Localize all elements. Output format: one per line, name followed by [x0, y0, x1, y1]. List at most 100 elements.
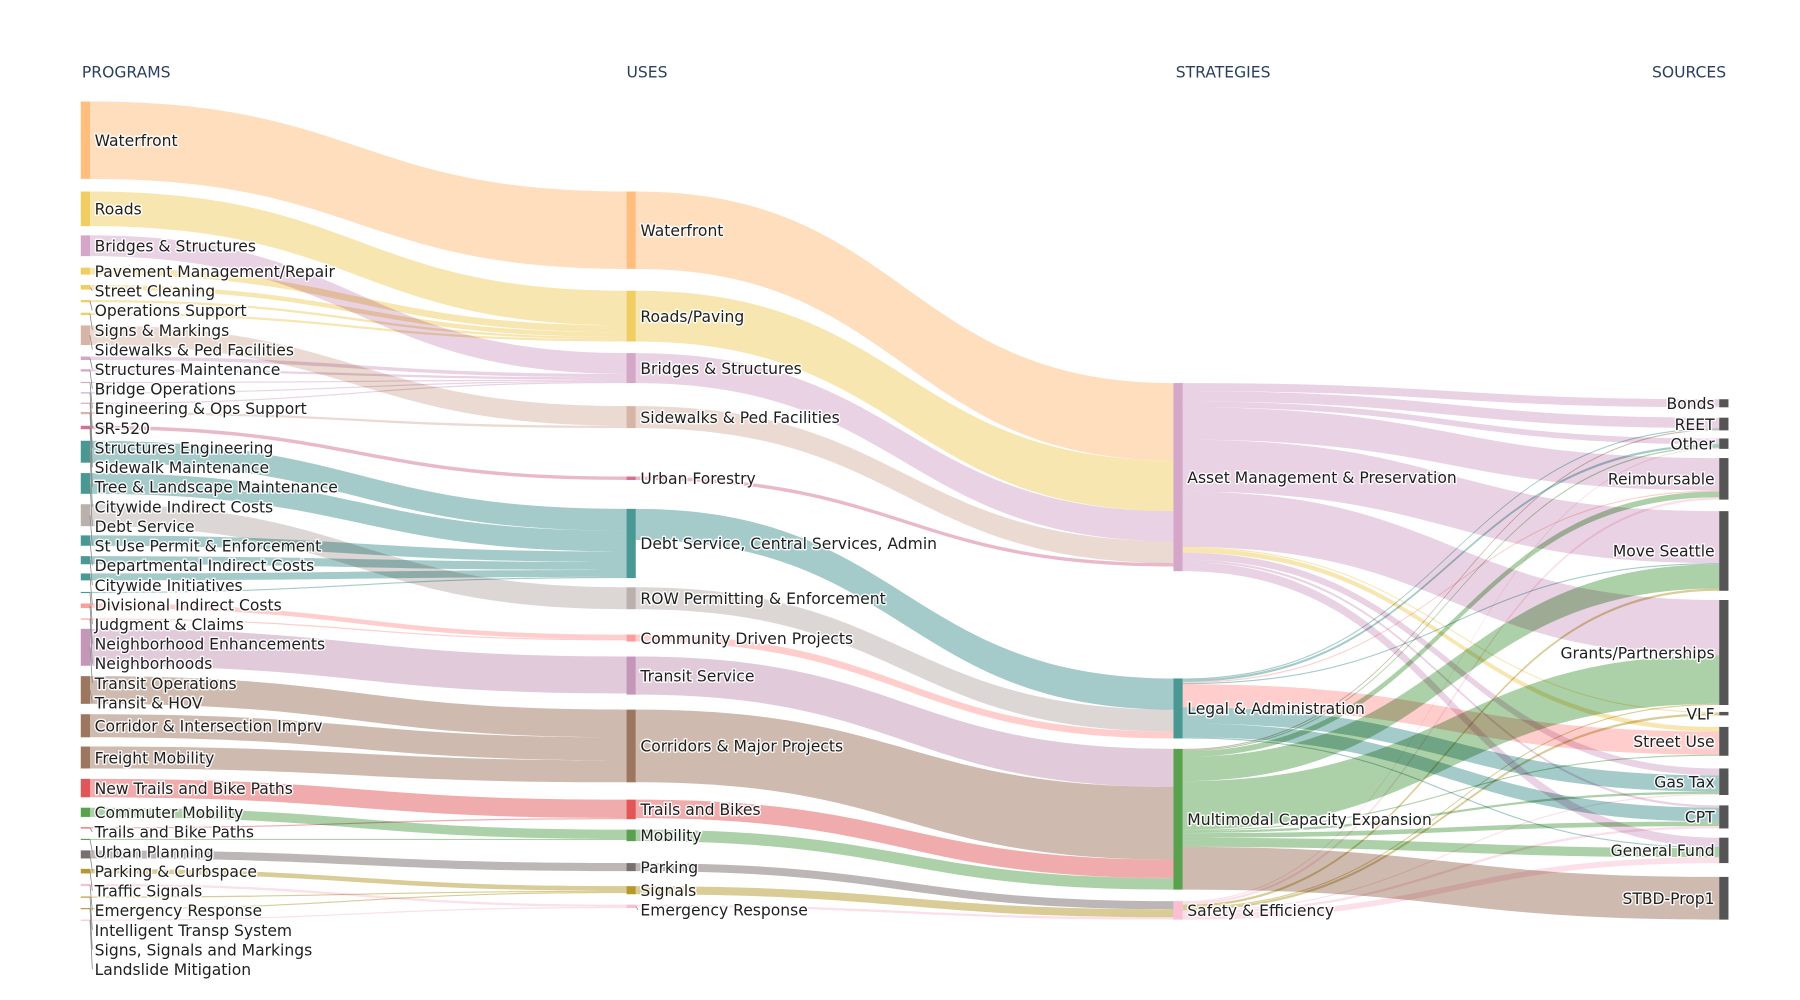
sankey-link[interactable] [90, 312, 627, 342]
sankey-node[interactable] [1719, 511, 1729, 591]
sankey-node[interactable] [80, 402, 91, 404]
sankey-node[interactable] [1719, 417, 1729, 431]
sankey-link[interactable] [1182, 723, 1720, 822]
sankey-node[interactable] [80, 312, 91, 315]
sankey-node[interactable] [80, 369, 91, 372]
sankey-link[interactable] [1182, 491, 1720, 656]
sankey-node[interactable] [80, 591, 91, 594]
sankey-link[interactable] [1182, 655, 1720, 830]
sankey-node[interactable] [80, 535, 91, 546]
sankey-node[interactable] [80, 603, 91, 609]
sankey-node[interactable] [80, 101, 91, 179]
sankey-node[interactable] [626, 886, 636, 895]
sankey-link[interactable] [90, 676, 627, 738]
sankey-link[interactable] [90, 473, 627, 552]
sankey-link[interactable] [635, 406, 1174, 564]
sankey-node[interactable] [1173, 678, 1183, 739]
sankey-link[interactable] [90, 369, 627, 380]
sankey-node[interactable] [80, 425, 91, 430]
sankey-link[interactable] [90, 381, 627, 404]
sankey-link[interactable] [1182, 491, 1720, 757]
sankey-node[interactable] [80, 628, 91, 666]
sankey-link[interactable] [1182, 821, 1720, 838]
sankey-link[interactable] [90, 746, 627, 783]
sankey-node[interactable] [626, 476, 636, 480]
sankey-link[interactable] [90, 818, 627, 829]
sankey-node[interactable] [1173, 748, 1183, 890]
sankey-node[interactable] [626, 904, 636, 909]
sankey-link[interactable] [635, 476, 1174, 567]
sankey-node[interactable] [626, 656, 636, 695]
sankey-node[interactable] [80, 411, 91, 415]
sankey-node[interactable] [80, 838, 91, 840]
sankey-node[interactable] [80, 919, 91, 921]
sankey-node[interactable] [1719, 458, 1729, 500]
sankey-node[interactable] [80, 504, 91, 527]
sankey-node[interactable] [80, 392, 91, 394]
sankey-node[interactable] [80, 746, 91, 769]
sankey-node[interactable] [80, 618, 91, 620]
sankey-link[interactable] [90, 299, 627, 340]
sankey-link[interactable] [1182, 383, 1720, 408]
sankey-link[interactable] [1182, 428, 1720, 680]
sankey-link[interactable] [1182, 446, 1720, 752]
sankey-node[interactable] [80, 573, 91, 581]
sankey-link[interactable] [1182, 793, 1720, 912]
sankey-link[interactable] [1182, 548, 1720, 732]
sankey-link[interactable] [635, 587, 1174, 732]
sankey-link[interactable] [90, 906, 627, 921]
sankey-link[interactable] [1182, 490, 1720, 684]
sankey-link[interactable] [90, 890, 627, 898]
sankey-link[interactable] [90, 576, 627, 594]
sankey-node[interactable] [80, 556, 91, 565]
sankey-node[interactable] [626, 353, 636, 384]
sankey-link[interactable] [90, 868, 627, 891]
sankey-link[interactable] [90, 603, 627, 640]
sankey-node[interactable] [80, 325, 91, 345]
sankey-link[interactable] [90, 628, 627, 694]
sankey-link[interactable] [1182, 401, 1720, 445]
sankey-link[interactable] [1182, 588, 1720, 907]
sankey-node[interactable] [80, 827, 91, 829]
sankey-node[interactable] [626, 508, 636, 579]
sankey-link[interactable] [90, 425, 627, 480]
sankey-link[interactable] [90, 850, 627, 872]
sankey-node[interactable] [80, 850, 91, 859]
sankey-link[interactable] [90, 380, 627, 394]
sankey-link[interactable] [90, 191, 627, 326]
sankey-link[interactable] [635, 709, 1174, 860]
sankey-node[interactable] [1719, 805, 1729, 829]
sankey-node[interactable] [80, 381, 91, 384]
sankey-node[interactable] [80, 191, 91, 227]
sankey-link[interactable] [90, 714, 627, 761]
sankey-link[interactable] [635, 290, 1174, 512]
sankey-node[interactable] [80, 714, 91, 738]
sankey-link[interactable] [635, 656, 1174, 787]
sankey-link[interactable] [90, 440, 627, 531]
sankey-link[interactable] [90, 267, 627, 333]
sankey-link[interactable] [635, 353, 1174, 542]
sankey-link[interactable] [90, 504, 627, 610]
sankey-link[interactable] [1182, 857, 1720, 920]
sankey-link[interactable] [1182, 497, 1720, 905]
sankey-node[interactable] [626, 191, 636, 269]
sankey-link[interactable] [90, 838, 627, 840]
sankey-link[interactable] [90, 284, 627, 337]
sankey-link[interactable] [90, 379, 627, 384]
sankey-node[interactable] [80, 908, 91, 910]
sankey-link[interactable] [90, 569, 627, 581]
sankey-node[interactable] [626, 587, 636, 610]
sankey-link[interactable] [1182, 391, 1720, 429]
sankey-node[interactable] [626, 290, 636, 342]
sankey-link[interactable] [90, 356, 627, 378]
sankey-link[interactable] [90, 235, 627, 374]
sankey-node[interactable] [80, 778, 91, 798]
sankey-link[interactable] [635, 191, 1174, 461]
sankey-link[interactable] [1182, 546, 1720, 714]
sankey-link[interactable] [90, 891, 627, 910]
sankey-node[interactable] [1719, 726, 1729, 756]
sankey-node[interactable] [1719, 399, 1729, 408]
sankey-link[interactable] [90, 535, 627, 562]
sankey-link[interactable] [1182, 837, 1720, 858]
sankey-link[interactable] [1182, 447, 1720, 903]
